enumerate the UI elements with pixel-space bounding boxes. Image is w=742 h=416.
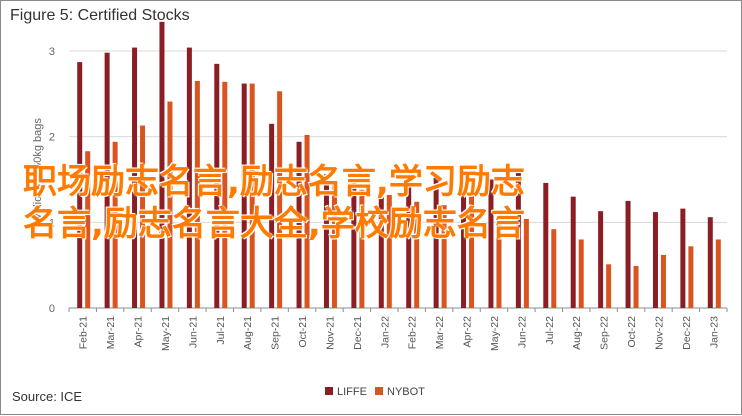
bar-nybot: [578, 239, 584, 308]
x-tick-label: Apr-22: [462, 316, 474, 348]
chart-source: Source: ICE: [12, 389, 83, 404]
y-tick-label: 2: [49, 132, 55, 144]
x-tick-label: Jun-21: [187, 316, 199, 348]
x-tick-label: Mar-22: [434, 316, 446, 349]
bar-liffe: [680, 208, 686, 308]
x-tick-label: Nov-21: [324, 316, 336, 350]
x-tick-label: Jun-22: [516, 316, 528, 348]
bar-nybot: [523, 218, 529, 308]
bar-liffe: [186, 47, 192, 308]
x-tick-label: Jul-22: [544, 316, 556, 345]
bar-nybot: [304, 134, 310, 308]
bar-nybot: [660, 254, 666, 308]
bar-nybot: [441, 205, 447, 308]
bar-liffe: [104, 52, 110, 308]
y-tick-label: 1: [49, 217, 55, 229]
x-tick-label: Sep-21: [270, 316, 282, 350]
bar-nybot: [222, 81, 228, 308]
bar-liffe: [296, 141, 302, 308]
bar-liffe: [652, 212, 658, 308]
bar-liffe: [598, 211, 604, 308]
x-tick-label: Jan-23: [708, 316, 720, 348]
bar-liffe: [461, 186, 467, 308]
x-tick-label: Dec-22: [681, 316, 693, 350]
bar-liffe: [625, 200, 631, 308]
bar-liffe: [488, 179, 494, 308]
bar-liffe: [132, 47, 138, 308]
x-tick-label: May-22: [489, 316, 501, 351]
bar-nybot: [633, 266, 639, 308]
bar-nybot: [331, 184, 337, 308]
bar-nybot: [551, 229, 557, 308]
x-tick-label: Jan-22: [379, 316, 391, 348]
bar-nybot: [469, 194, 475, 308]
bar-nybot: [414, 201, 420, 308]
bar-nybot: [496, 213, 502, 308]
bar-liffe: [241, 83, 247, 308]
bar-liffe: [351, 181, 357, 308]
bar-nybot: [167, 101, 173, 308]
bar-liffe: [214, 63, 220, 308]
bar-nybot: [715, 239, 721, 308]
x-tick-label: Jul-21: [215, 316, 227, 345]
x-tick-label: Aug-22: [571, 316, 583, 350]
bar-nybot: [194, 80, 200, 308]
overlay-line-1: 职场励志名言,励志名言,学习励志: [23, 162, 525, 202]
bar-liffe: [543, 182, 549, 308]
bar-liffe: [323, 174, 329, 308]
bar-nybot: [249, 83, 255, 308]
bar-liffe: [707, 217, 713, 308]
bar-nybot: [85, 151, 91, 308]
overlay-line-2: 名言,励志名言大全,学校励志名言: [23, 204, 525, 244]
x-tick-label: Oct-21: [297, 316, 309, 348]
bar-liffe: [433, 177, 439, 308]
watermark-overlay-text: 职场励志名言,励志名言,学习励志 名言,励志名言大全,学校励志名言: [23, 161, 723, 245]
x-tick-label: Mar-21: [105, 316, 117, 349]
x-tick-label: Aug-21: [242, 316, 254, 350]
chart-title: Figure 5: Certified Stocks: [10, 7, 190, 24]
legend-swatch: [375, 387, 383, 395]
legend-label: NYBOT: [387, 386, 425, 398]
x-tick-label: Feb-21: [78, 316, 90, 349]
bar-nybot: [386, 194, 392, 308]
x-tick-label: Sep-22: [599, 316, 611, 350]
x-tick-label: Dec-21: [352, 316, 364, 350]
bar-nybot: [606, 264, 612, 308]
bar-liffe: [378, 188, 384, 308]
bar-nybot: [140, 125, 146, 308]
legend-swatch: [325, 387, 333, 395]
bar-liffe: [77, 62, 83, 309]
x-tick-label: Feb-22: [407, 316, 419, 349]
x-tick-label: Oct-22: [626, 316, 638, 348]
bar-liffe: [159, 21, 165, 309]
bar-liffe: [406, 184, 412, 308]
y-tick-label: 0: [49, 303, 55, 315]
bar-nybot: [688, 246, 694, 308]
x-tick-label: Nov-22: [653, 316, 665, 350]
y-axis-label: Millions of 60kg bags: [32, 118, 44, 221]
bar-nybot: [359, 189, 365, 308]
bar-liffe: [269, 123, 275, 308]
x-tick-label: Apr-21: [133, 316, 145, 348]
x-tick-label: May-21: [160, 316, 172, 351]
legend-label: LIFFE: [337, 386, 367, 398]
bar-nybot: [112, 141, 118, 308]
bar-liffe: [570, 196, 576, 308]
bar-liffe: [515, 170, 521, 308]
y-tick-label: 3: [49, 46, 55, 58]
bar-nybot: [277, 91, 283, 308]
